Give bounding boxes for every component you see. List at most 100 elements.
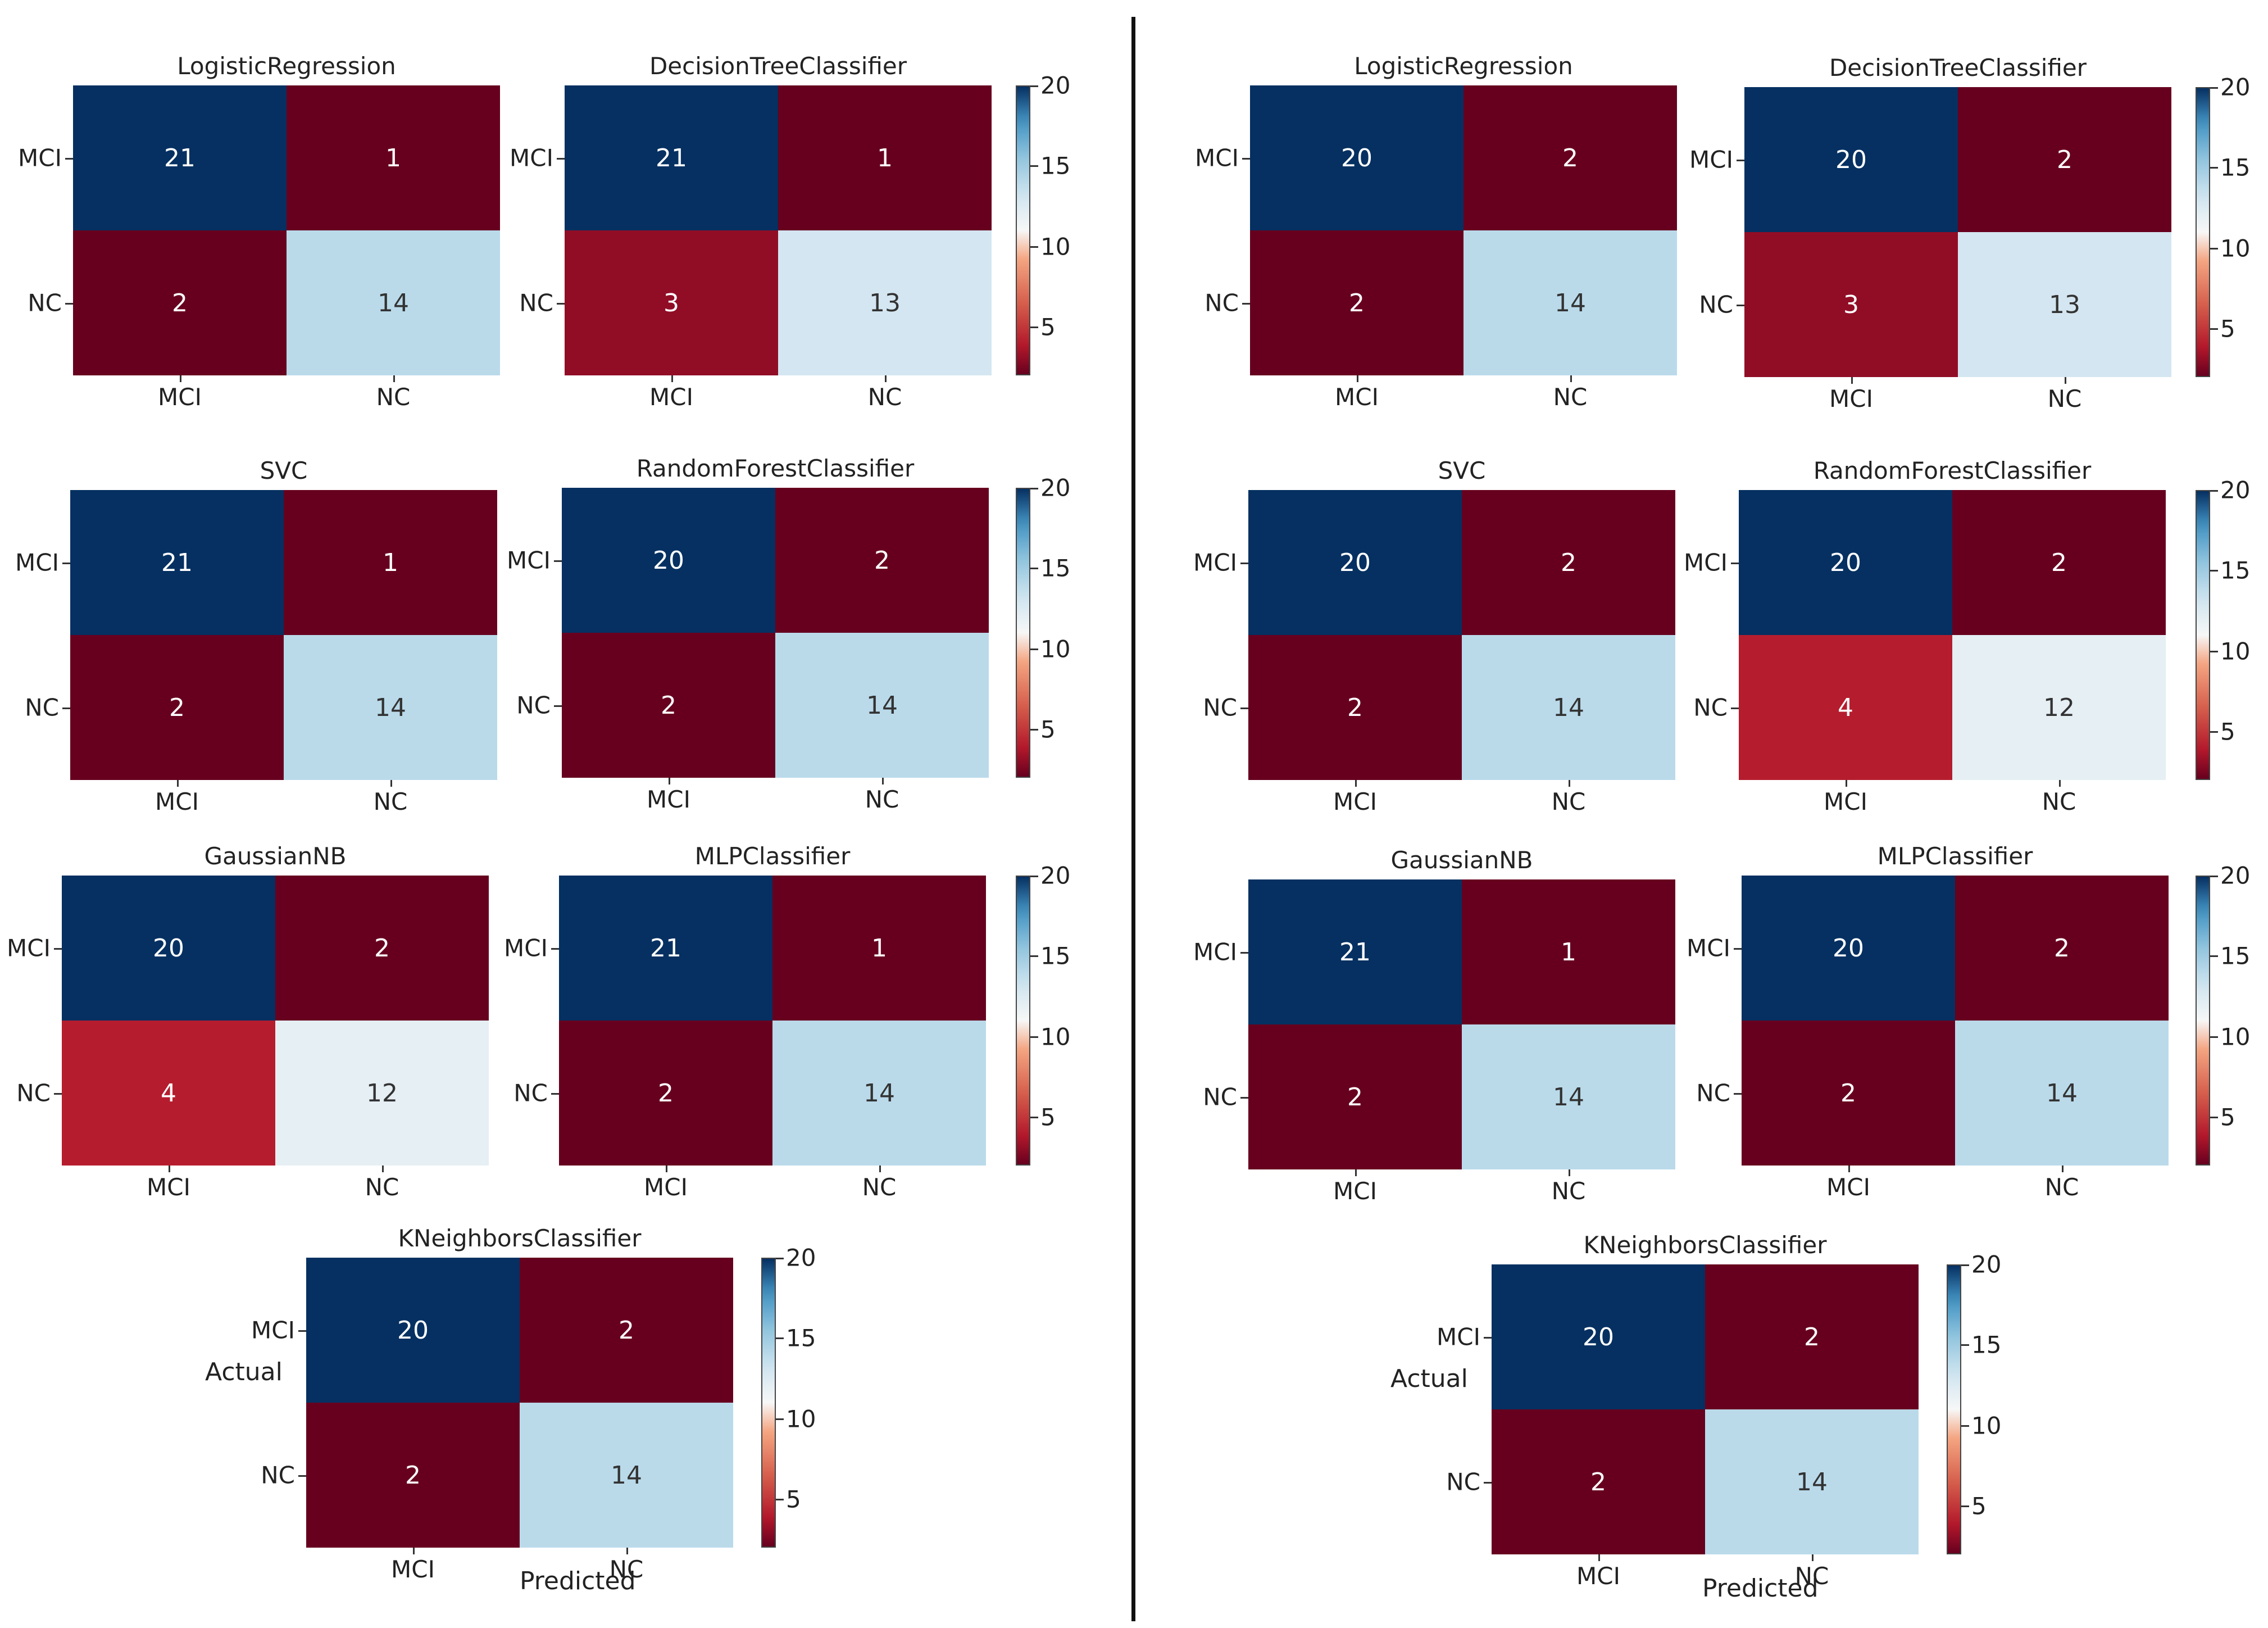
colorbar-tick [1030, 955, 1038, 958]
y-tick-mark [1731, 563, 1739, 564]
colorbar-tick-label: 15 [2220, 556, 2251, 584]
heatmap-left-SVC: SVC 21 1 2 14 MCI MCI NC NC [3, 455, 531, 815]
heatmap-cell: 12 [275, 1021, 489, 1166]
heatmap-left-RandomForestClassifier: RandomForestClassifier 20 2 2 14 MCI MCI NC NC [494, 453, 1022, 813]
colorbar-gradient [1947, 1264, 1961, 1554]
colorbar-tick-label: 10 [2220, 1023, 2251, 1051]
colorbar-tick [776, 1258, 784, 1259]
heatmap-cell: 2 [1248, 635, 1462, 780]
x-tick-label: MCI [1829, 385, 1873, 412]
y-tick-mark [65, 158, 73, 160]
heatmap-cell: 3 [1744, 232, 1958, 377]
colorbar-tick-label: 5 [2220, 1103, 2235, 1131]
colorbar-tick [2210, 955, 2218, 958]
y-tick-mark [1240, 563, 1248, 564]
colorbar-tick [2210, 570, 2218, 572]
x-tick-label: NC [1553, 383, 1588, 411]
colorbar-tick [1961, 1505, 1969, 1507]
y-tick-mark [1240, 952, 1248, 954]
x-tick-label: MCI [649, 383, 693, 411]
heatmap-grid: 20 2 2 14 [1250, 85, 1677, 375]
heatmap-grid: 20 2 2 14 [1742, 876, 2169, 1166]
colorbar-tick [1030, 165, 1038, 167]
x-tick-label: MCI [158, 383, 202, 411]
y-tick-mark [1484, 1337, 1492, 1339]
heatmap-cell: 14 [775, 633, 989, 778]
colorbar-tick-label: 5 [2220, 718, 2235, 746]
heatmap-cell: 13 [778, 230, 992, 375]
colorbar-gradient [2196, 490, 2210, 780]
y-tick-mark [551, 1093, 559, 1095]
y-tick-mark [1734, 1093, 1742, 1095]
heatmap-cell: 2 [73, 230, 287, 375]
colorbar-tick [1030, 488, 1038, 489]
colorbar-tick [1961, 1425, 1969, 1427]
colorbar-tick-label: 15 [1971, 1331, 2002, 1359]
x-axis-title: Predicted [1702, 1574, 1819, 1603]
colorbar-tick [2210, 328, 2218, 330]
y-tick-mark [298, 1475, 306, 1477]
panel-divider [1131, 17, 1135, 1621]
heatmap-cell: 21 [559, 876, 772, 1021]
x-tick-label: NC [867, 383, 902, 411]
x-tick-mark [1598, 1554, 1600, 1561]
x-tick-mark [1851, 377, 1853, 384]
x-tick-mark [879, 1166, 881, 1172]
heatmap-cell: 14 [284, 635, 497, 780]
heatmap-cell: 4 [1739, 635, 1952, 780]
y-tick-label: MCI [1689, 146, 1733, 174]
colorbar-tick [776, 1499, 784, 1500]
heatmap-title: GaussianNB [204, 842, 347, 870]
colorbar-tick-label: 10 [786, 1405, 816, 1433]
y-tick-label: MCI [1687, 934, 1730, 962]
y-tick-mark [551, 948, 559, 950]
heatmap-cell: 21 [1248, 879, 1462, 1024]
heatmap-cell: 1 [772, 876, 986, 1021]
heatmap-title: MLPClassifier [1877, 842, 2033, 870]
heatmap-cell: 14 [772, 1021, 986, 1166]
heatmap-cell: 2 [1463, 85, 1677, 230]
y-tick-label: NC [1446, 1468, 1480, 1496]
x-tick-mark [666, 1166, 667, 1172]
y-tick-label: NC [519, 289, 553, 317]
colorbar-tick [2210, 1036, 2218, 1038]
x-tick-label: NC [1551, 788, 1586, 815]
colorbar-gradient [1016, 488, 1030, 778]
x-tick-mark [626, 1548, 628, 1554]
heatmap-cell: 2 [1250, 230, 1463, 375]
heatmap-title: KNeighborsClassifier [398, 1225, 642, 1252]
y-tick-mark [557, 303, 565, 305]
y-tick-label: MCI [251, 1316, 295, 1344]
x-tick-mark [1570, 375, 1572, 382]
y-tick-mark [1484, 1482, 1492, 1484]
colorbar: 5 10 15 20 [761, 1244, 851, 1548]
heatmap-cell: 2 [1492, 1409, 1705, 1554]
colorbar-tick [2210, 87, 2218, 89]
x-tick-label: MCI [1335, 383, 1379, 411]
heatmap-cell: 14 [1955, 1021, 2169, 1166]
colorbar-tick [1030, 246, 1038, 248]
x-tick-label: NC [376, 383, 411, 411]
heatmap-cell: 20 [1744, 87, 1958, 232]
colorbar-tick-label: 10 [1040, 1023, 1071, 1051]
colorbar-gradient [1016, 85, 1030, 375]
y-tick-label: MCI [510, 144, 553, 172]
heatmap-cell: 2 [1952, 490, 2166, 635]
colorbar-tick-label: 5 [786, 1485, 801, 1513]
x-tick-mark [390, 780, 392, 787]
colorbar-gradient [2196, 87, 2210, 377]
colorbar-tick [2210, 167, 2218, 169]
y-tick-mark [1242, 303, 1250, 305]
x-tick-mark [2062, 1166, 2064, 1172]
heatmap-cell: 4 [62, 1021, 275, 1166]
x-tick-mark [1812, 1554, 1814, 1561]
y-tick-label: MCI [504, 934, 548, 962]
x-tick-mark [2059, 780, 2061, 787]
y-tick-mark [62, 563, 70, 564]
heatmap-cell: 21 [565, 85, 778, 230]
heatmap-right-MLPClassifier: MLPClassifier 20 2 2 14 MCI MCI NC NC [1674, 841, 2202, 1201]
y-tick-mark [54, 948, 62, 950]
y-tick-label: MCI [1195, 144, 1239, 172]
heatmap-grid: 20 2 2 14 [1492, 1264, 1919, 1554]
